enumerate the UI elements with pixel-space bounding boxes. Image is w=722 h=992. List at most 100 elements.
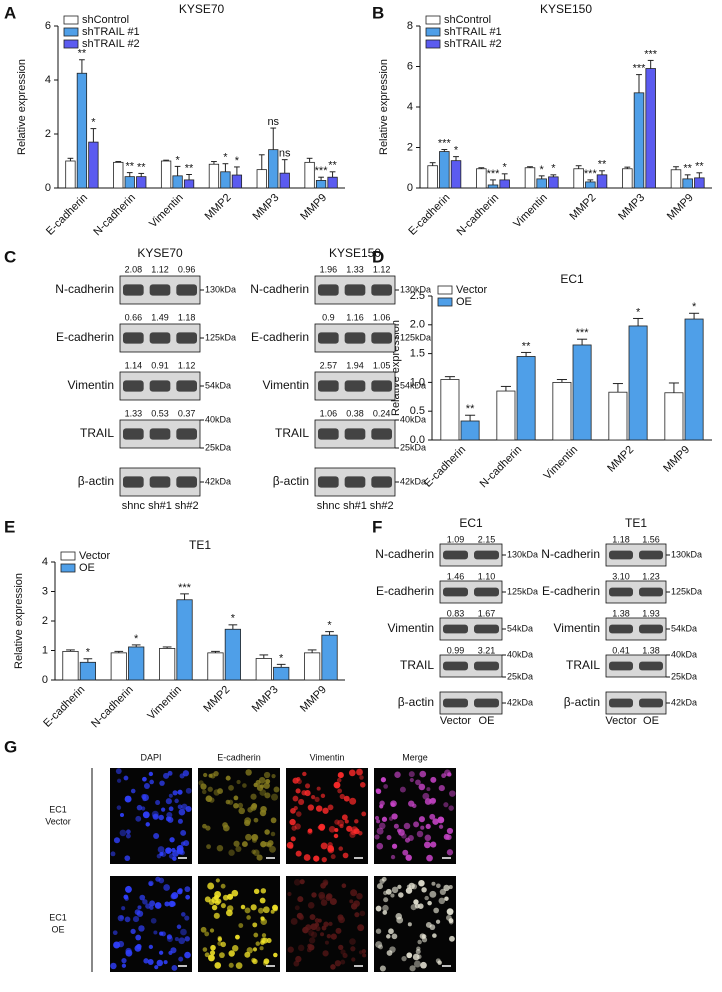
quantification: 2.57 [320,360,338,370]
size-label: 40kDa [507,649,533,659]
error-bar [577,338,588,345]
cell [125,947,132,955]
cell [348,769,356,777]
bar [487,184,499,189]
cell [432,818,439,825]
bar [79,661,96,681]
size-label: 42kDa [507,697,533,707]
error-bar [689,312,700,320]
quantification: 1.46 [447,571,465,581]
cell [181,912,186,917]
cell [149,779,154,785]
band [149,332,171,344]
cell [444,896,449,901]
quantification: 0.99 [447,645,465,655]
cell [148,944,154,950]
cell [315,805,323,812]
error-bar [318,176,324,181]
cell [258,777,266,784]
cell [429,890,437,898]
cell [297,944,305,952]
significance-label: ** [78,48,87,60]
quantification: 1.05 [373,360,391,370]
cell [180,928,187,936]
cell [322,807,329,814]
significance-label: ** [125,161,134,173]
cell [205,825,211,831]
significance-label: ** [466,403,475,415]
band [443,698,468,708]
quantification: 1.12 [151,264,169,274]
legend-label: OE [79,562,95,574]
error-bar [79,59,85,74]
error-bar [270,127,277,150]
bar [585,181,596,189]
cell [166,934,173,940]
legend-label: shTRAIL #1 [82,26,140,38]
x-tick-label: Vimentin [542,444,581,483]
cell [391,843,398,849]
cell [217,788,223,795]
cell [209,950,216,956]
legend-label: shControl [444,14,491,26]
significance-label: * [503,162,508,174]
band [318,476,339,488]
cell [154,965,159,970]
significance-label: * [279,652,284,664]
cell [185,787,192,794]
size-label: 40kDa [671,649,697,659]
cell [334,827,339,833]
x-tick-label: E-cadherin [406,192,452,238]
band [123,284,144,296]
cell [394,771,401,778]
cell [380,777,387,783]
cell [408,771,415,778]
cell [446,908,454,916]
cell [302,926,309,934]
band [609,698,633,708]
cell [320,842,328,850]
band [371,284,392,296]
band [609,587,633,597]
cell [379,965,386,972]
cell [386,835,392,840]
cell [382,910,388,915]
size-label: 40kDa [400,414,426,424]
error-bar [211,161,217,165]
cell [425,823,431,830]
x-tick-label: N-cadherin [455,192,502,239]
cell [323,921,329,927]
cell [263,958,270,965]
cell [163,772,170,779]
cell [413,899,419,905]
cell [449,935,455,942]
quantification: 0.83 [447,608,465,618]
cell [317,825,322,830]
y-tick-label: 2 [42,615,48,627]
y-tick-label: 1.5 [410,348,425,360]
cell [143,958,149,964]
bar [496,390,516,441]
cell [389,946,396,953]
cell [139,894,146,901]
cell [299,879,305,885]
cell [124,795,132,803]
cell [296,811,302,817]
row-label: Vimentin [68,378,114,392]
y-axis-label: Relative expression [16,59,28,155]
lane-label: sh#2 [175,500,199,512]
cell [171,965,178,971]
band [318,284,339,296]
significance-label: ** [598,159,607,171]
error-bar [114,650,124,653]
significance-label: * [454,145,459,157]
cell [314,918,320,923]
size-label: 54kDa [205,380,231,390]
cell [339,824,344,829]
column-label: DAPI [140,752,161,762]
y-axis-label: Relative expression [378,59,390,155]
cell [304,790,311,797]
quantification: 0.66 [125,312,143,322]
cell [443,833,450,840]
significance-label: * [235,155,240,167]
